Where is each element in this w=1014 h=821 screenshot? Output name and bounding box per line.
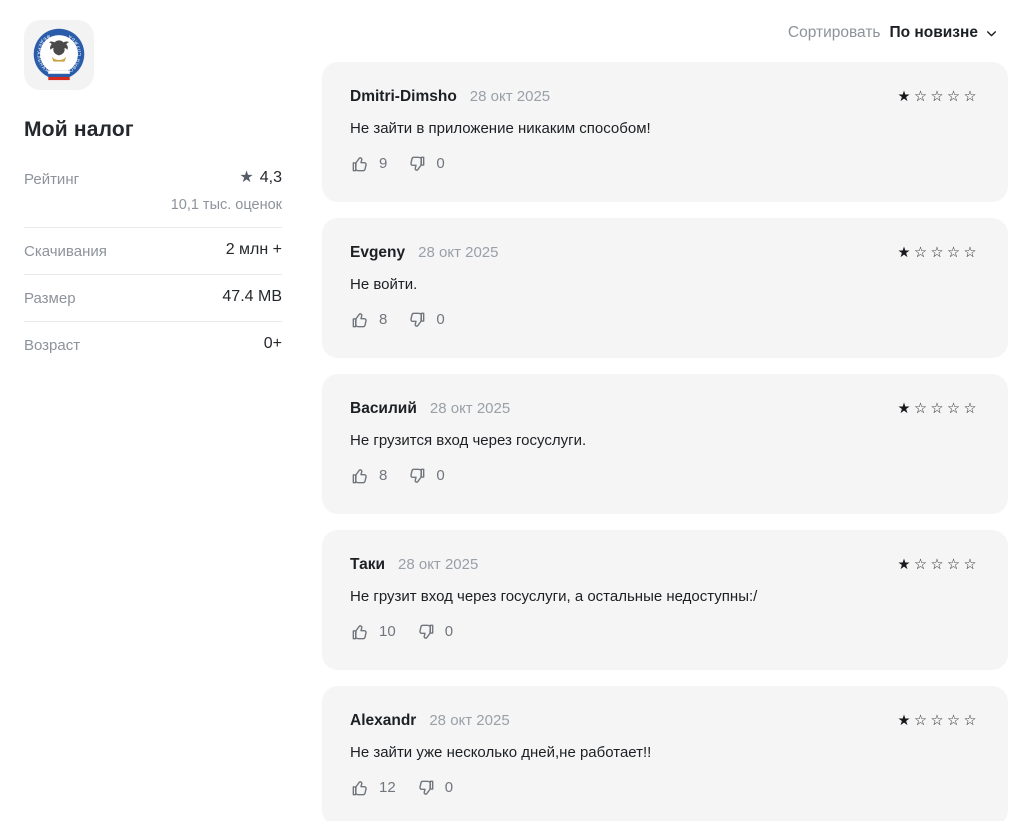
review-header: Dmitri-Dimsho 28 окт 2025 ★☆☆☆☆ <box>350 88 980 106</box>
review-rating-stars: ★☆☆☆☆ <box>897 245 980 261</box>
stat-label: Скачивания <box>24 243 107 260</box>
review-card: Василий 28 окт 2025 ★☆☆☆☆ Не грузится вх… <box>322 374 1008 514</box>
review-date: 28 окт 2025 <box>418 244 499 261</box>
review-text: Не зайти в приложение никаким способом! <box>350 120 651 137</box>
review-rating-stars: ★☆☆☆☆ <box>897 401 980 417</box>
review-header: Alexandr 28 окт 2025 ★☆☆☆☆ <box>350 712 980 730</box>
review-rating-stars: ★☆☆☆☆ <box>897 89 980 105</box>
dislike-count: 0 <box>436 311 445 329</box>
reviews-list: Dmitri-Dimsho 28 окт 2025 ★☆☆☆☆ Не зайти… <box>322 62 1008 821</box>
star-icon: ★ <box>239 169 254 186</box>
stat-value: 0+ <box>263 335 282 352</box>
thumbs-down-icon <box>407 466 427 486</box>
review-actions: 10 0 <box>350 622 980 642</box>
review-card: Таки 28 окт 2025 ★☆☆☆☆ Не грузит вход че… <box>322 530 1008 670</box>
stat-value: 2 млн + <box>225 241 282 258</box>
stat-label: Рейтинг <box>24 171 80 188</box>
thumbs-up-icon <box>350 622 370 642</box>
thumbs-down-icon <box>407 310 427 330</box>
app-icon[interactable]: ФЕДЕРАЛЬНАЯ НАЛОГОВАЯ СЛУЖБА <box>24 20 94 90</box>
dislike-button[interactable]: 0 <box>407 310 445 330</box>
review-actions: 12 0 <box>350 778 980 798</box>
review-text: Не грузит вход через госуслуги, а осталь… <box>350 588 758 605</box>
like-button[interactable]: 12 <box>350 778 396 798</box>
thumbs-up-icon <box>350 466 370 486</box>
review-date: 28 окт 2025 <box>398 556 479 573</box>
thumbs-up-icon <box>350 310 370 330</box>
thumbs-down-icon <box>407 154 427 174</box>
review-actions: 8 0 <box>350 310 980 330</box>
like-button[interactable]: 9 <box>350 154 387 174</box>
like-button[interactable]: 8 <box>350 310 387 330</box>
review-header: Evgeny 28 окт 2025 ★☆☆☆☆ <box>350 244 980 262</box>
review-text: Не войти. <box>350 276 418 293</box>
review-actions: 8 0 <box>350 466 980 486</box>
thumbs-up-icon <box>350 778 370 798</box>
reviewer-name: Василий <box>350 400 417 417</box>
like-count: 12 <box>379 779 396 797</box>
review-card: Dmitri-Dimsho 28 окт 2025 ★☆☆☆☆ Не зайти… <box>322 62 1008 202</box>
sort-row: Сортировать По новизне <box>322 24 998 42</box>
app-stat-row: Возраст 0+ <box>24 322 282 368</box>
review-date: 28 окт 2025 <box>469 88 551 105</box>
reviewer-name: Alexandr <box>350 712 417 729</box>
dislike-button[interactable]: 0 <box>416 778 453 798</box>
thumbs-down-icon <box>416 622 436 642</box>
dislike-count: 0 <box>444 779 454 797</box>
reviewer-name: Таки <box>350 556 385 573</box>
review-rating-stars: ★☆☆☆☆ <box>897 557 980 573</box>
like-count: 8 <box>379 467 388 485</box>
review-text: Не зайти уже несколько дней,не работает!… <box>350 744 652 761</box>
thumbs-down-icon <box>416 778 436 798</box>
federal-tax-service-emblem: ФЕДЕРАЛЬНАЯ НАЛОГОВАЯ СЛУЖБА <box>24 20 94 90</box>
sort-selected-value: По новизне <box>889 24 979 41</box>
review-card: Evgeny 28 окт 2025 ★☆☆☆☆ Не войти. 8 <box>322 218 1008 358</box>
app-stats: Рейтинг ★ 4,3 10,1 тыс. оценок Скачивани… <box>24 156 282 368</box>
like-count: 9 <box>379 155 388 173</box>
dislike-count: 0 <box>436 467 445 485</box>
reviewer-name: Dmitri-Dimsho <box>350 88 457 105</box>
review-rating-stars: ★☆☆☆☆ <box>897 713 980 729</box>
app-stat-row: Размер 47.4 MB <box>24 275 282 322</box>
reviewer-name: Evgeny <box>350 244 406 261</box>
review-header: Василий 28 окт 2025 ★☆☆☆☆ <box>350 400 980 418</box>
app-stat-row: Рейтинг ★ 4,3 10,1 тыс. оценок <box>24 156 282 228</box>
dislike-count: 0 <box>444 623 454 641</box>
stat-value: 4,3 <box>259 169 282 186</box>
app-info-sidebar: ФЕДЕРАЛЬНАЯ НАЛОГОВАЯ СЛУЖБА Мой налог Р… <box>24 20 282 368</box>
like-button[interactable]: 8 <box>350 466 387 486</box>
dislike-count: 0 <box>436 155 445 173</box>
like-count: 8 <box>379 311 388 329</box>
review-date: 28 окт 2025 <box>429 400 511 417</box>
sort-label: Сортировать <box>787 24 881 41</box>
ratings-count: 10,1 тыс. оценок <box>170 197 282 213</box>
thumbs-up-icon <box>350 154 370 174</box>
chevron-down-icon <box>985 27 998 40</box>
review-text: Не грузится вход через госуслуги. <box>350 432 587 449</box>
reviews-section: Сортировать По новизне Dmitri-Dimsho 28 … <box>322 0 1008 821</box>
stat-label: Возраст <box>24 337 81 354</box>
review-actions: 9 0 <box>350 154 980 174</box>
sort-dropdown[interactable]: По новизне <box>890 24 999 42</box>
review-date: 28 окт 2025 <box>429 712 510 729</box>
app-stat-row: Скачивания 2 млн + <box>24 228 282 275</box>
stat-value: 47.4 MB <box>222 288 282 305</box>
like-count: 10 <box>379 623 396 641</box>
review-header: Таки 28 окт 2025 ★☆☆☆☆ <box>350 556 980 574</box>
app-title: Мой налог <box>24 118 134 141</box>
dislike-button[interactable]: 0 <box>407 154 445 174</box>
stat-label: Размер <box>24 290 76 307</box>
like-button[interactable]: 10 <box>350 622 396 642</box>
review-card: Alexandr 28 окт 2025 ★☆☆☆☆ Не зайти уже … <box>322 686 1008 821</box>
dislike-button[interactable]: 0 <box>416 622 453 642</box>
dislike-button[interactable]: 0 <box>407 466 445 486</box>
